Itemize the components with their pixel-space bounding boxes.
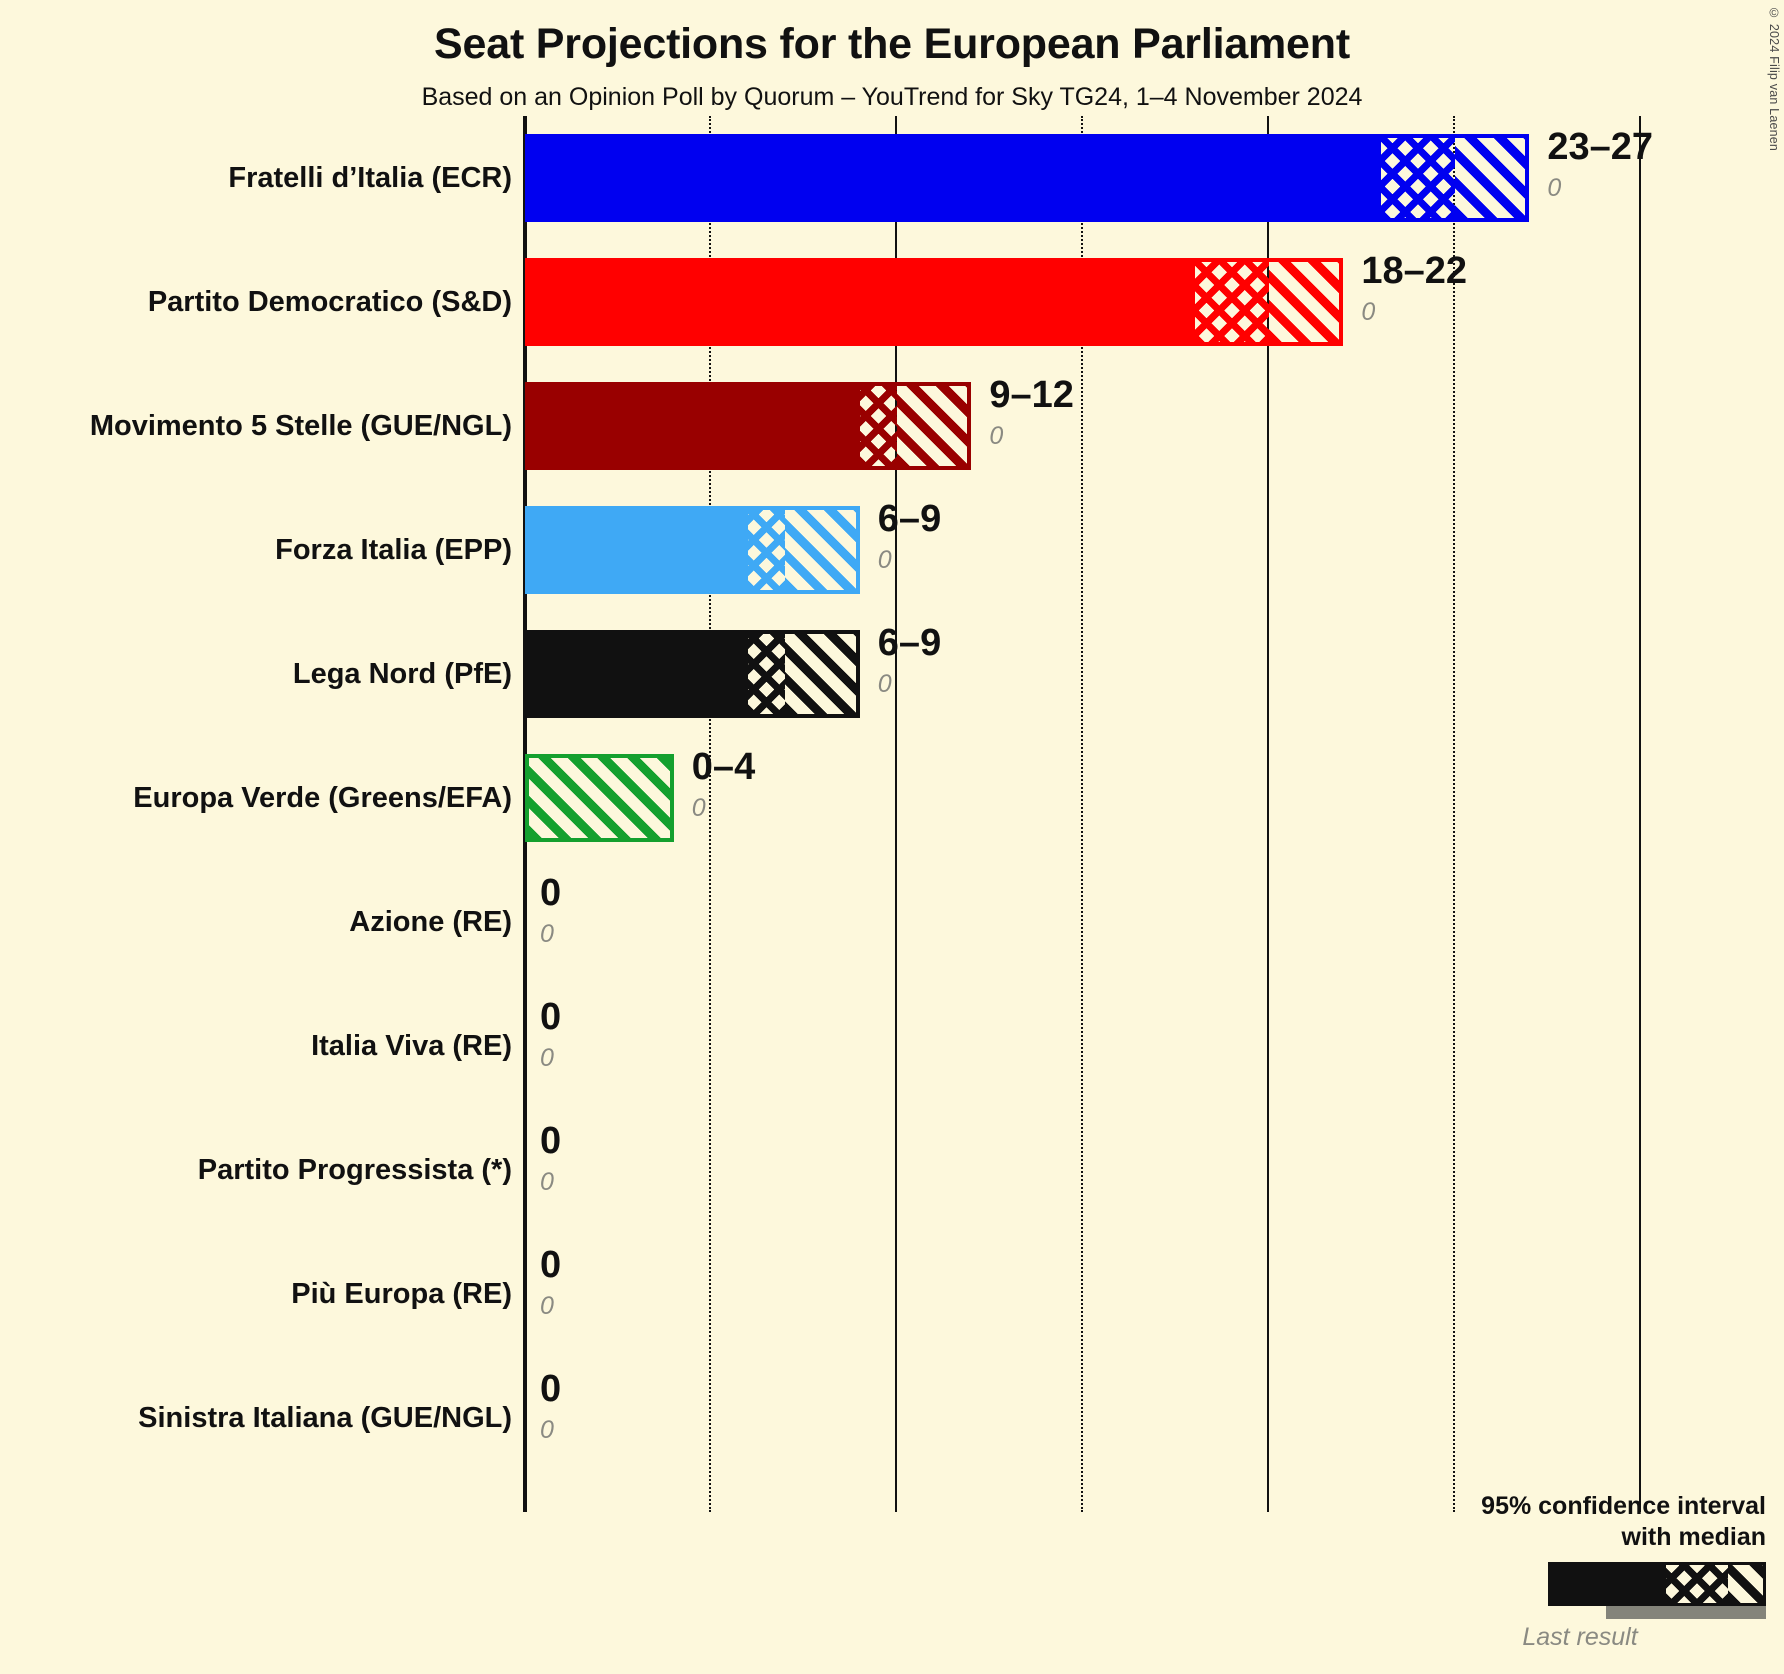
row-last-result-2: 0 bbox=[989, 422, 1004, 450]
gridline-25 bbox=[1453, 116, 1455, 1512]
gridline-20 bbox=[1267, 116, 1269, 1512]
row-last-result-8: 0 bbox=[540, 1168, 554, 1196]
legend-line-2: with median bbox=[1621, 1522, 1766, 1551]
bar-row: Partito Democratico (S&D) 18–22 0 bbox=[0, 240, 1784, 364]
bar-segment-diagonal bbox=[1269, 258, 1344, 346]
row-label-0: Fratelli d’Italia (ECR) bbox=[228, 162, 512, 194]
bar-5 bbox=[525, 754, 674, 842]
bar-segment-solid bbox=[525, 134, 1381, 222]
bar-segment-solid bbox=[525, 258, 1195, 346]
bar-segment-diagonal bbox=[897, 382, 972, 470]
bar-row: Azione (RE) 0 0 bbox=[0, 860, 1784, 984]
bar-segment-solid bbox=[525, 630, 749, 718]
row-value-5: 0–4 bbox=[691, 746, 756, 788]
bar-segment-crosshatch bbox=[748, 506, 786, 594]
legend-segment-crosshatch bbox=[1666, 1562, 1728, 1606]
gridline-15 bbox=[1081, 116, 1083, 1512]
row-last-result-7: 0 bbox=[540, 1044, 554, 1072]
gridline-30 bbox=[1639, 116, 1641, 1512]
row-value-8: 0 bbox=[540, 1120, 562, 1162]
legend: 95% confidence interval with median Last… bbox=[1436, 1491, 1766, 1652]
row-label-8: Partito Progressista (*) bbox=[197, 1154, 512, 1186]
row-value-9: 0 bbox=[540, 1244, 562, 1286]
bar-segment-solid bbox=[525, 506, 749, 594]
row-last-result-5: 0 bbox=[691, 794, 706, 822]
row-value-4: 6–9 bbox=[877, 622, 942, 664]
row-value-3: 6–9 bbox=[877, 498, 942, 540]
row-last-result-9: 0 bbox=[540, 1292, 554, 1320]
bar-1 bbox=[525, 258, 1344, 346]
bar-segment-crosshatch bbox=[748, 630, 786, 718]
plot-area: Fratelli d’Italia (ECR) 23–27 0 Partito Dem… bbox=[0, 116, 1784, 1512]
copyright-notice: © 2024 Filip van Laenen bbox=[1767, 6, 1781, 152]
row-label-5: Europa Verde (Greens/EFA) bbox=[133, 782, 512, 814]
row-label-9: Più Europa (RE) bbox=[291, 1278, 512, 1310]
row-last-result-6: 0 bbox=[540, 920, 554, 948]
chart-header: Seat Projections for the European Parlia… bbox=[0, 0, 1784, 112]
row-value-0: 23–27 bbox=[1547, 126, 1654, 168]
bar-row: Sinistra Italiana (GUE/NGL) 0 0 bbox=[0, 1356, 1784, 1480]
bar-row: Italia Viva (RE) 0 0 bbox=[0, 984, 1784, 1108]
row-label-7: Italia Viva (RE) bbox=[311, 1030, 512, 1062]
bar-row: Europa Verde (Greens/EFA) 0–4 0 bbox=[0, 736, 1784, 860]
row-label-2: Movimento 5 Stelle (GUE/NGL) bbox=[89, 410, 512, 442]
bar-row: Lega Nord (PfE) 6–9 0 bbox=[0, 612, 1784, 736]
row-label-10: Sinistra Italiana (GUE/NGL) bbox=[138, 1402, 512, 1434]
bar-segment-crosshatch bbox=[1194, 258, 1269, 346]
bar-segment-crosshatch bbox=[1380, 134, 1455, 222]
bar-segment-diagonal bbox=[1455, 134, 1530, 222]
bar-2 bbox=[525, 382, 972, 470]
bar-segment-diagonal bbox=[525, 754, 674, 842]
legend-segment-diagonal bbox=[1728, 1562, 1766, 1606]
bar-segment-solid bbox=[525, 382, 860, 470]
bar-3 bbox=[525, 506, 860, 594]
bar-row: Fratelli d’Italia (ECR) 23–27 0 bbox=[0, 116, 1784, 240]
row-last-result-0: 0 bbox=[1547, 174, 1562, 202]
row-label-3: Forza Italia (EPP) bbox=[275, 534, 512, 566]
row-last-result-4: 0 bbox=[877, 670, 892, 698]
bar-4 bbox=[525, 630, 860, 718]
row-value-1: 18–22 bbox=[1361, 250, 1468, 292]
row-label-6: Azione (RE) bbox=[349, 906, 512, 938]
row-label-1: Partito Democratico (S&D) bbox=[147, 286, 512, 318]
row-value-7: 0 bbox=[540, 996, 562, 1038]
legend-sample-bar bbox=[1548, 1562, 1766, 1606]
legend-last-result-label: Last result bbox=[1522, 1623, 1638, 1651]
page-title: Seat Projections for the European Parlia… bbox=[434, 20, 1350, 68]
row-value-6: 0 bbox=[540, 872, 562, 914]
row-value-2: 9–12 bbox=[989, 374, 1074, 416]
chart-subtitle: Based on an Opinion Poll by Quorum – You… bbox=[421, 83, 1363, 111]
bar-row: Forza Italia (EPP) 6–9 0 bbox=[0, 488, 1784, 612]
bar-segment-diagonal bbox=[785, 630, 860, 718]
row-last-result-1: 0 bbox=[1361, 298, 1376, 326]
bar-segment-crosshatch bbox=[859, 382, 897, 470]
gridline-5 bbox=[709, 116, 711, 1512]
row-last-result-10: 0 bbox=[540, 1416, 554, 1444]
row-value-10: 0 bbox=[540, 1368, 562, 1410]
legend-line-1: 95% confidence interval bbox=[1481, 1492, 1766, 1520]
gridline-10 bbox=[895, 116, 897, 1512]
legend-segment-solid bbox=[1548, 1562, 1666, 1606]
bar-0 bbox=[525, 134, 1530, 222]
bar-row: Movimento 5 Stelle (GUE/NGL) 9–12 0 bbox=[0, 364, 1784, 488]
bar-row: Più Europa (RE) 0 0 bbox=[0, 1232, 1784, 1356]
bar-segment-diagonal bbox=[785, 506, 860, 594]
legend-last-result-bar bbox=[1606, 1606, 1766, 1619]
row-last-result-3: 0 bbox=[877, 546, 892, 574]
row-label-4: Lega Nord (PfE) bbox=[292, 658, 512, 690]
bar-row: Partito Progressista (*) 0 0 bbox=[0, 1108, 1784, 1232]
